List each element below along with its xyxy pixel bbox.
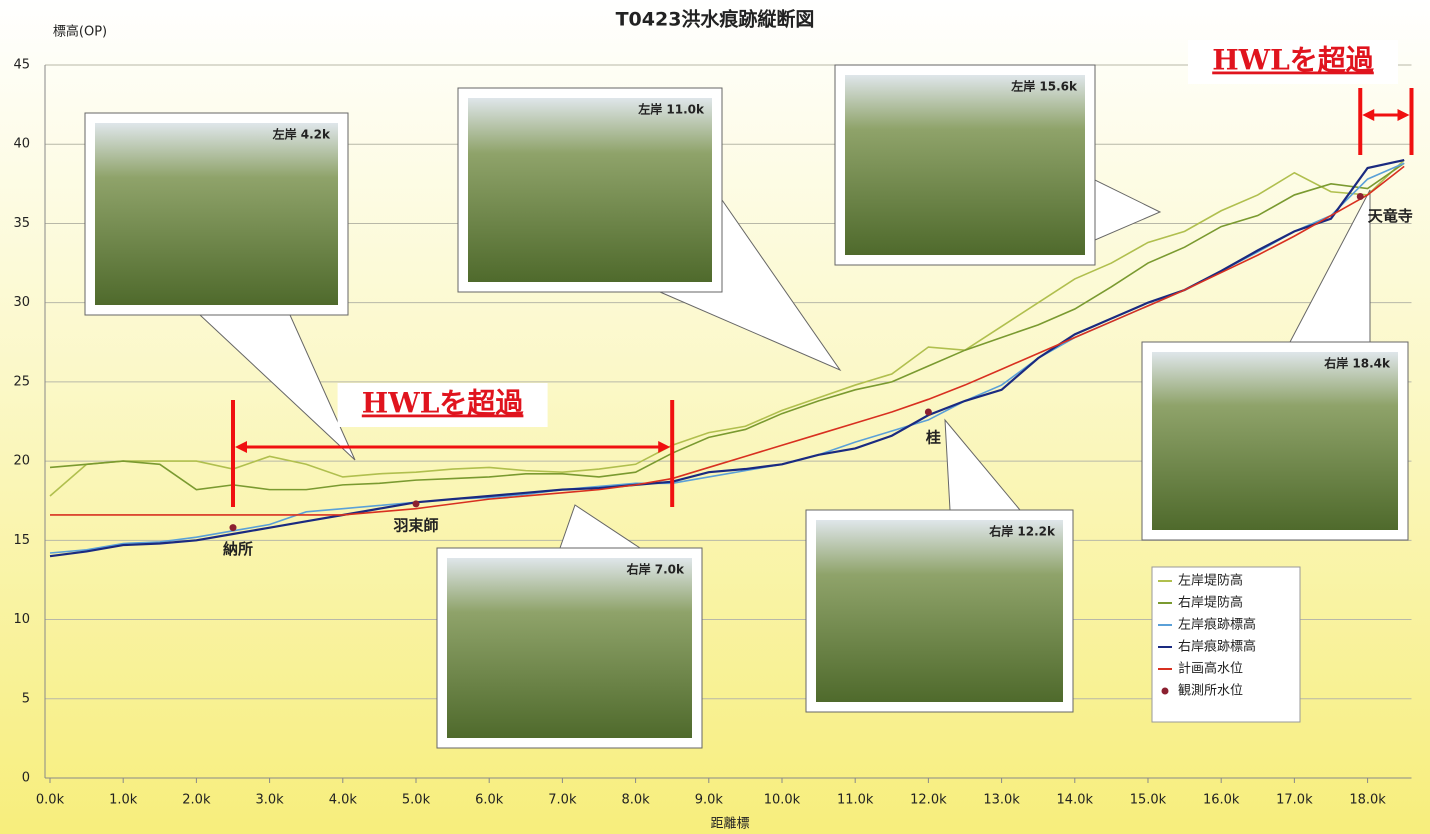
station-point [924, 408, 932, 416]
x-tick-label: 1.0k [109, 793, 138, 808]
x-tick-label: 15.0k [1130, 793, 1167, 808]
photo [95, 123, 338, 305]
y-tick-label: 45 [13, 58, 30, 73]
x-tick-label: 10.0k [764, 793, 801, 808]
station-label: 桂 [925, 428, 941, 446]
y-tick-label: 5 [22, 691, 30, 706]
y-tick-label: 20 [13, 454, 30, 469]
x-tick-label: 3.0k [255, 793, 284, 808]
y-axis-label: 標高(OP) [53, 24, 107, 40]
y-tick-label: 40 [13, 137, 30, 152]
photo-label: 左岸 15.6k [1010, 79, 1078, 94]
x-tick-label: 6.0k [475, 793, 504, 808]
photo-layer: 左岸 4.2k 左岸 11.0k 左岸 15.6k 右岸 7.0k 右岸 12.2k 右岸… [84, 64, 1409, 749]
x-tick-label: 5.0k [402, 793, 431, 808]
photo-label: 右岸 18.4k [1323, 356, 1391, 371]
x-tick-label: 12.0k [910, 793, 947, 808]
photo [468, 98, 712, 282]
annotation-text: HWLを超過 [1212, 44, 1375, 77]
x-tick-label: 18.0k [1349, 793, 1386, 808]
y-tick-label: 15 [13, 533, 30, 548]
arrow-head [1397, 109, 1410, 121]
y-tick-label: 0 [22, 771, 30, 786]
y-tick-label: 35 [13, 216, 30, 231]
legend-label: 計画高水位 [1178, 661, 1243, 677]
legend-label: 左岸堤防高 [1178, 573, 1243, 589]
photo-label: 右岸 12.2k [988, 524, 1056, 539]
legend-swatch [1161, 687, 1169, 695]
x-tick-label: 17.0k [1276, 793, 1313, 808]
y-tick-label: 25 [13, 374, 30, 389]
x-tick-label: 16.0k [1203, 793, 1240, 808]
x-tick-label: 14.0k [1057, 793, 1094, 808]
x-tick-label: 0.0k [36, 793, 65, 808]
station-point [1356, 193, 1364, 201]
photo [816, 520, 1063, 702]
x-tick-label: 9.0k [695, 793, 724, 808]
arrow-head [234, 441, 247, 453]
legend-label: 観測所水位 [1178, 684, 1243, 699]
station-label: 天竜寺 [1368, 207, 1413, 225]
annotation-bg [337, 383, 548, 427]
legend-label: 右岸堤防高 [1178, 595, 1243, 611]
series-line [49, 159, 1405, 497]
photo-label: 右岸 7.0k [626, 562, 685, 577]
photo [845, 75, 1085, 255]
chart-title: T0423洪水痕跡縦断図 [616, 8, 815, 31]
x-tick-label: 11.0k [837, 793, 874, 808]
photo [1152, 352, 1398, 530]
photo-label: 左岸 4.2k [272, 127, 331, 142]
station-point [412, 500, 420, 508]
annotation-text: HWLを超過 [362, 387, 525, 420]
x-tick-label: 4.0k [329, 793, 358, 808]
y-tick-label: 30 [13, 295, 30, 310]
x-tick-label: 13.0k [983, 793, 1020, 808]
x-tick-label: 2.0k [182, 793, 211, 808]
station-point [229, 524, 237, 532]
station-label: 納所 [223, 540, 253, 558]
legend-label: 右岸痕跡標高 [1178, 639, 1256, 655]
series-line [50, 165, 1405, 516]
x-tick-label: 7.0k [548, 793, 577, 808]
x-axis-label: 距離標 [710, 817, 749, 832]
y-tick-label: 10 [13, 612, 30, 627]
photo [447, 558, 692, 738]
legend-label: 左岸痕跡標高 [1178, 617, 1256, 633]
annotation-bg [1188, 40, 1398, 84]
arrow-head [1362, 109, 1375, 121]
x-tick-label: 8.0k [621, 793, 650, 808]
arrow-head [658, 441, 671, 453]
station-label: 羽束師 [393, 516, 438, 534]
photo-label: 左岸 11.0k [637, 102, 705, 117]
series-line [49, 162, 1405, 491]
legend [1151, 566, 1301, 723]
